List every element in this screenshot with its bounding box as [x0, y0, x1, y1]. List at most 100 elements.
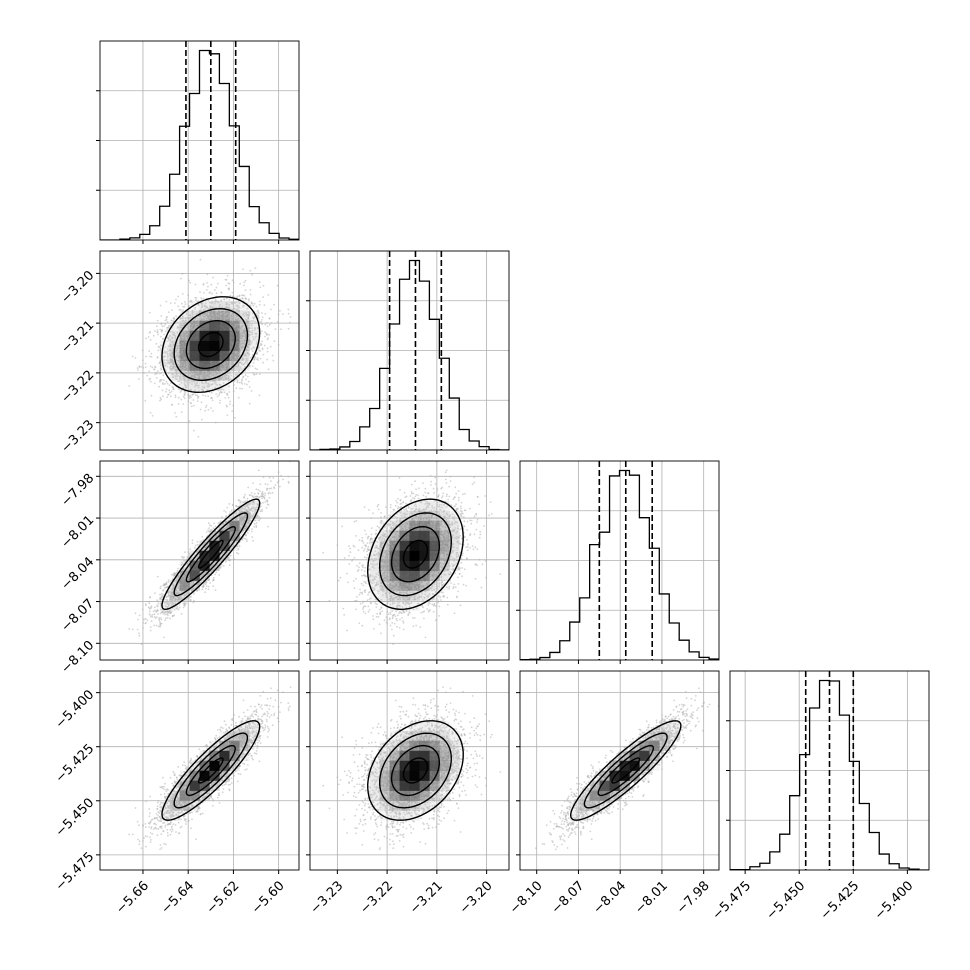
sample-point: [237, 365, 240, 368]
sample-point: [169, 330, 172, 333]
panel-frame: [99, 250, 300, 451]
sample-point: [188, 381, 191, 384]
sample-point: [215, 306, 218, 309]
sample-point: [193, 429, 195, 432]
sample-point: [186, 316, 188, 319]
sample-point: [176, 331, 179, 334]
sample-point: [157, 625, 160, 628]
sample-point: [268, 317, 271, 320]
density-cell: [179, 340, 190, 351]
sample-point: [243, 315, 246, 317]
sample-point: [169, 391, 171, 394]
sample-point: [230, 302, 233, 305]
sample-point: [211, 292, 213, 295]
sample-point: [201, 306, 204, 309]
sample-point: [150, 352, 153, 355]
sample-point: [201, 535, 204, 538]
sample-point: [163, 362, 165, 365]
sample-point: [138, 378, 140, 380]
sample-point: [184, 392, 187, 394]
sample-point: [255, 335, 258, 338]
sample-point: [244, 360, 247, 363]
sample-point: [169, 343, 172, 346]
sample-point: [226, 414, 229, 417]
sample-point: [229, 294, 232, 297]
density-cell: [209, 330, 220, 341]
histogram-1: [310, 259, 509, 450]
sample-point: [210, 283, 213, 286]
sample-point: [223, 391, 226, 394]
sample-point: [177, 380, 179, 383]
sample-point: [160, 344, 162, 347]
sample-point: [178, 324, 181, 327]
sample-point: [174, 368, 176, 371]
sample-point: [236, 380, 239, 382]
sample-point: [234, 373, 237, 376]
sample-point: [262, 296, 265, 298]
density-cell: [219, 360, 230, 371]
density-cell: [169, 330, 180, 341]
sample-point: [256, 517, 259, 520]
sample-point: [187, 327, 190, 330]
sample-point: [169, 360, 172, 362]
sample-point: [201, 385, 204, 388]
sample-point: [266, 333, 268, 336]
sample-point: [187, 400, 190, 403]
sample-point: [169, 302, 172, 304]
sample-point: [264, 335, 266, 338]
sample-point: [174, 412, 176, 414]
sample-point: [189, 394, 192, 397]
sample-point: [257, 312, 260, 315]
sample-point: [217, 528, 219, 531]
sample-point: [177, 363, 180, 365]
sample-point: [218, 305, 221, 308]
density-cell: [159, 360, 171, 371]
sample-point: [158, 362, 161, 364]
sample-point: [229, 403, 231, 405]
sample-point: [251, 327, 254, 330]
sample-point: [183, 382, 186, 384]
sample-point: [171, 373, 173, 375]
sample-point: [186, 556, 189, 559]
sample-point: [220, 563, 223, 566]
sample-point: [228, 282, 231, 285]
sample-point: [249, 289, 252, 291]
sample-point: [206, 385, 209, 387]
sample-point: [194, 296, 197, 299]
sample-point: [262, 476, 265, 479]
sample-point: [207, 529, 210, 532]
sample-point: [167, 354, 169, 357]
sample-point: [250, 325, 253, 327]
sample-point: [171, 336, 174, 339]
sample-point: [237, 499, 240, 502]
sample-point: [274, 328, 277, 330]
sample-point: [217, 300, 219, 303]
sample-point: [215, 393, 218, 395]
sample-point: [231, 279, 234, 282]
sample-point: [166, 328, 168, 331]
sample-point: [166, 352, 169, 355]
sample-point: [194, 308, 196, 311]
sample-point: [183, 305, 186, 308]
density-cell: [239, 340, 250, 351]
sample-point: [243, 304, 246, 307]
sample-point: [179, 308, 182, 311]
sample-point: [173, 365, 176, 367]
sample-point: [174, 302, 176, 304]
sample-point: [270, 322, 273, 324]
sample-point: [251, 329, 254, 332]
sample-point: [240, 381, 243, 384]
sample-point: [267, 525, 269, 528]
sample-point: [164, 364, 166, 367]
sample-point: [181, 561, 183, 564]
sample-point: [205, 404, 208, 407]
sample-point: [187, 394, 190, 397]
sample-point: [251, 503, 254, 506]
sample-point: [184, 301, 186, 303]
sample-point: [187, 383, 190, 386]
sample-point: [214, 298, 217, 301]
sample-point: [166, 326, 168, 329]
sample-point: [269, 345, 272, 348]
sample-point: [170, 361, 173, 363]
sample-point: [165, 380, 168, 383]
